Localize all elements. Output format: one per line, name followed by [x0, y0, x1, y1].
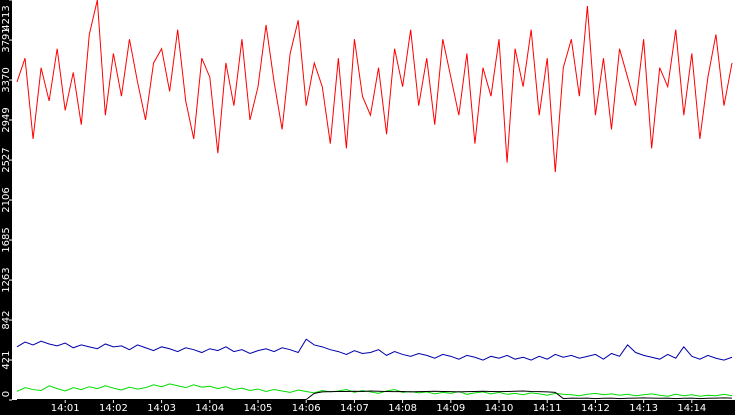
x-tick-label: 14:07 — [340, 403, 369, 414]
y-tick-label: 1685 — [1, 227, 12, 252]
x-tick-label: 14:05 — [244, 403, 273, 414]
x-tick-label: 14:13 — [629, 403, 658, 414]
series-line — [16, 383, 733, 397]
y-tick-label: 3370 — [1, 67, 12, 92]
y-tick-label: 4213 — [1, 5, 12, 30]
x-tick-label: 14:08 — [388, 403, 417, 414]
x-tick-label: 14:10 — [485, 403, 514, 414]
y-axis-strip — [0, 0, 12, 415]
series-line — [17, 390, 733, 401]
series-line — [16, 338, 733, 361]
y-tick-label: 0 — [1, 391, 12, 397]
y-tick-label: 2527 — [1, 147, 12, 172]
x-tick-label: 14:11 — [533, 403, 562, 414]
x-tick-label: 14:12 — [581, 403, 610, 414]
y-tick-label: 1263 — [1, 267, 12, 292]
x-axis-strip — [0, 400, 735, 415]
y-tick-label: 2949 — [1, 107, 12, 132]
y-tick-label: 2106 — [1, 187, 12, 212]
x-tick-label: 14:06 — [292, 403, 321, 414]
x-tick-label: 14:09 — [436, 403, 465, 414]
x-tick-label: 14:04 — [195, 403, 224, 414]
x-tick-label: 14:14 — [677, 403, 706, 414]
series-line — [16, 0, 733, 173]
y-tick-label: 421 — [1, 350, 12, 369]
x-tick-label: 14:01 — [51, 403, 80, 414]
y-tick-label: 3791 — [1, 27, 12, 52]
y-tick-label: 842 — [1, 311, 12, 330]
x-tick-label: 14:03 — [147, 403, 176, 414]
x-tick-label: 14:02 — [99, 403, 128, 414]
